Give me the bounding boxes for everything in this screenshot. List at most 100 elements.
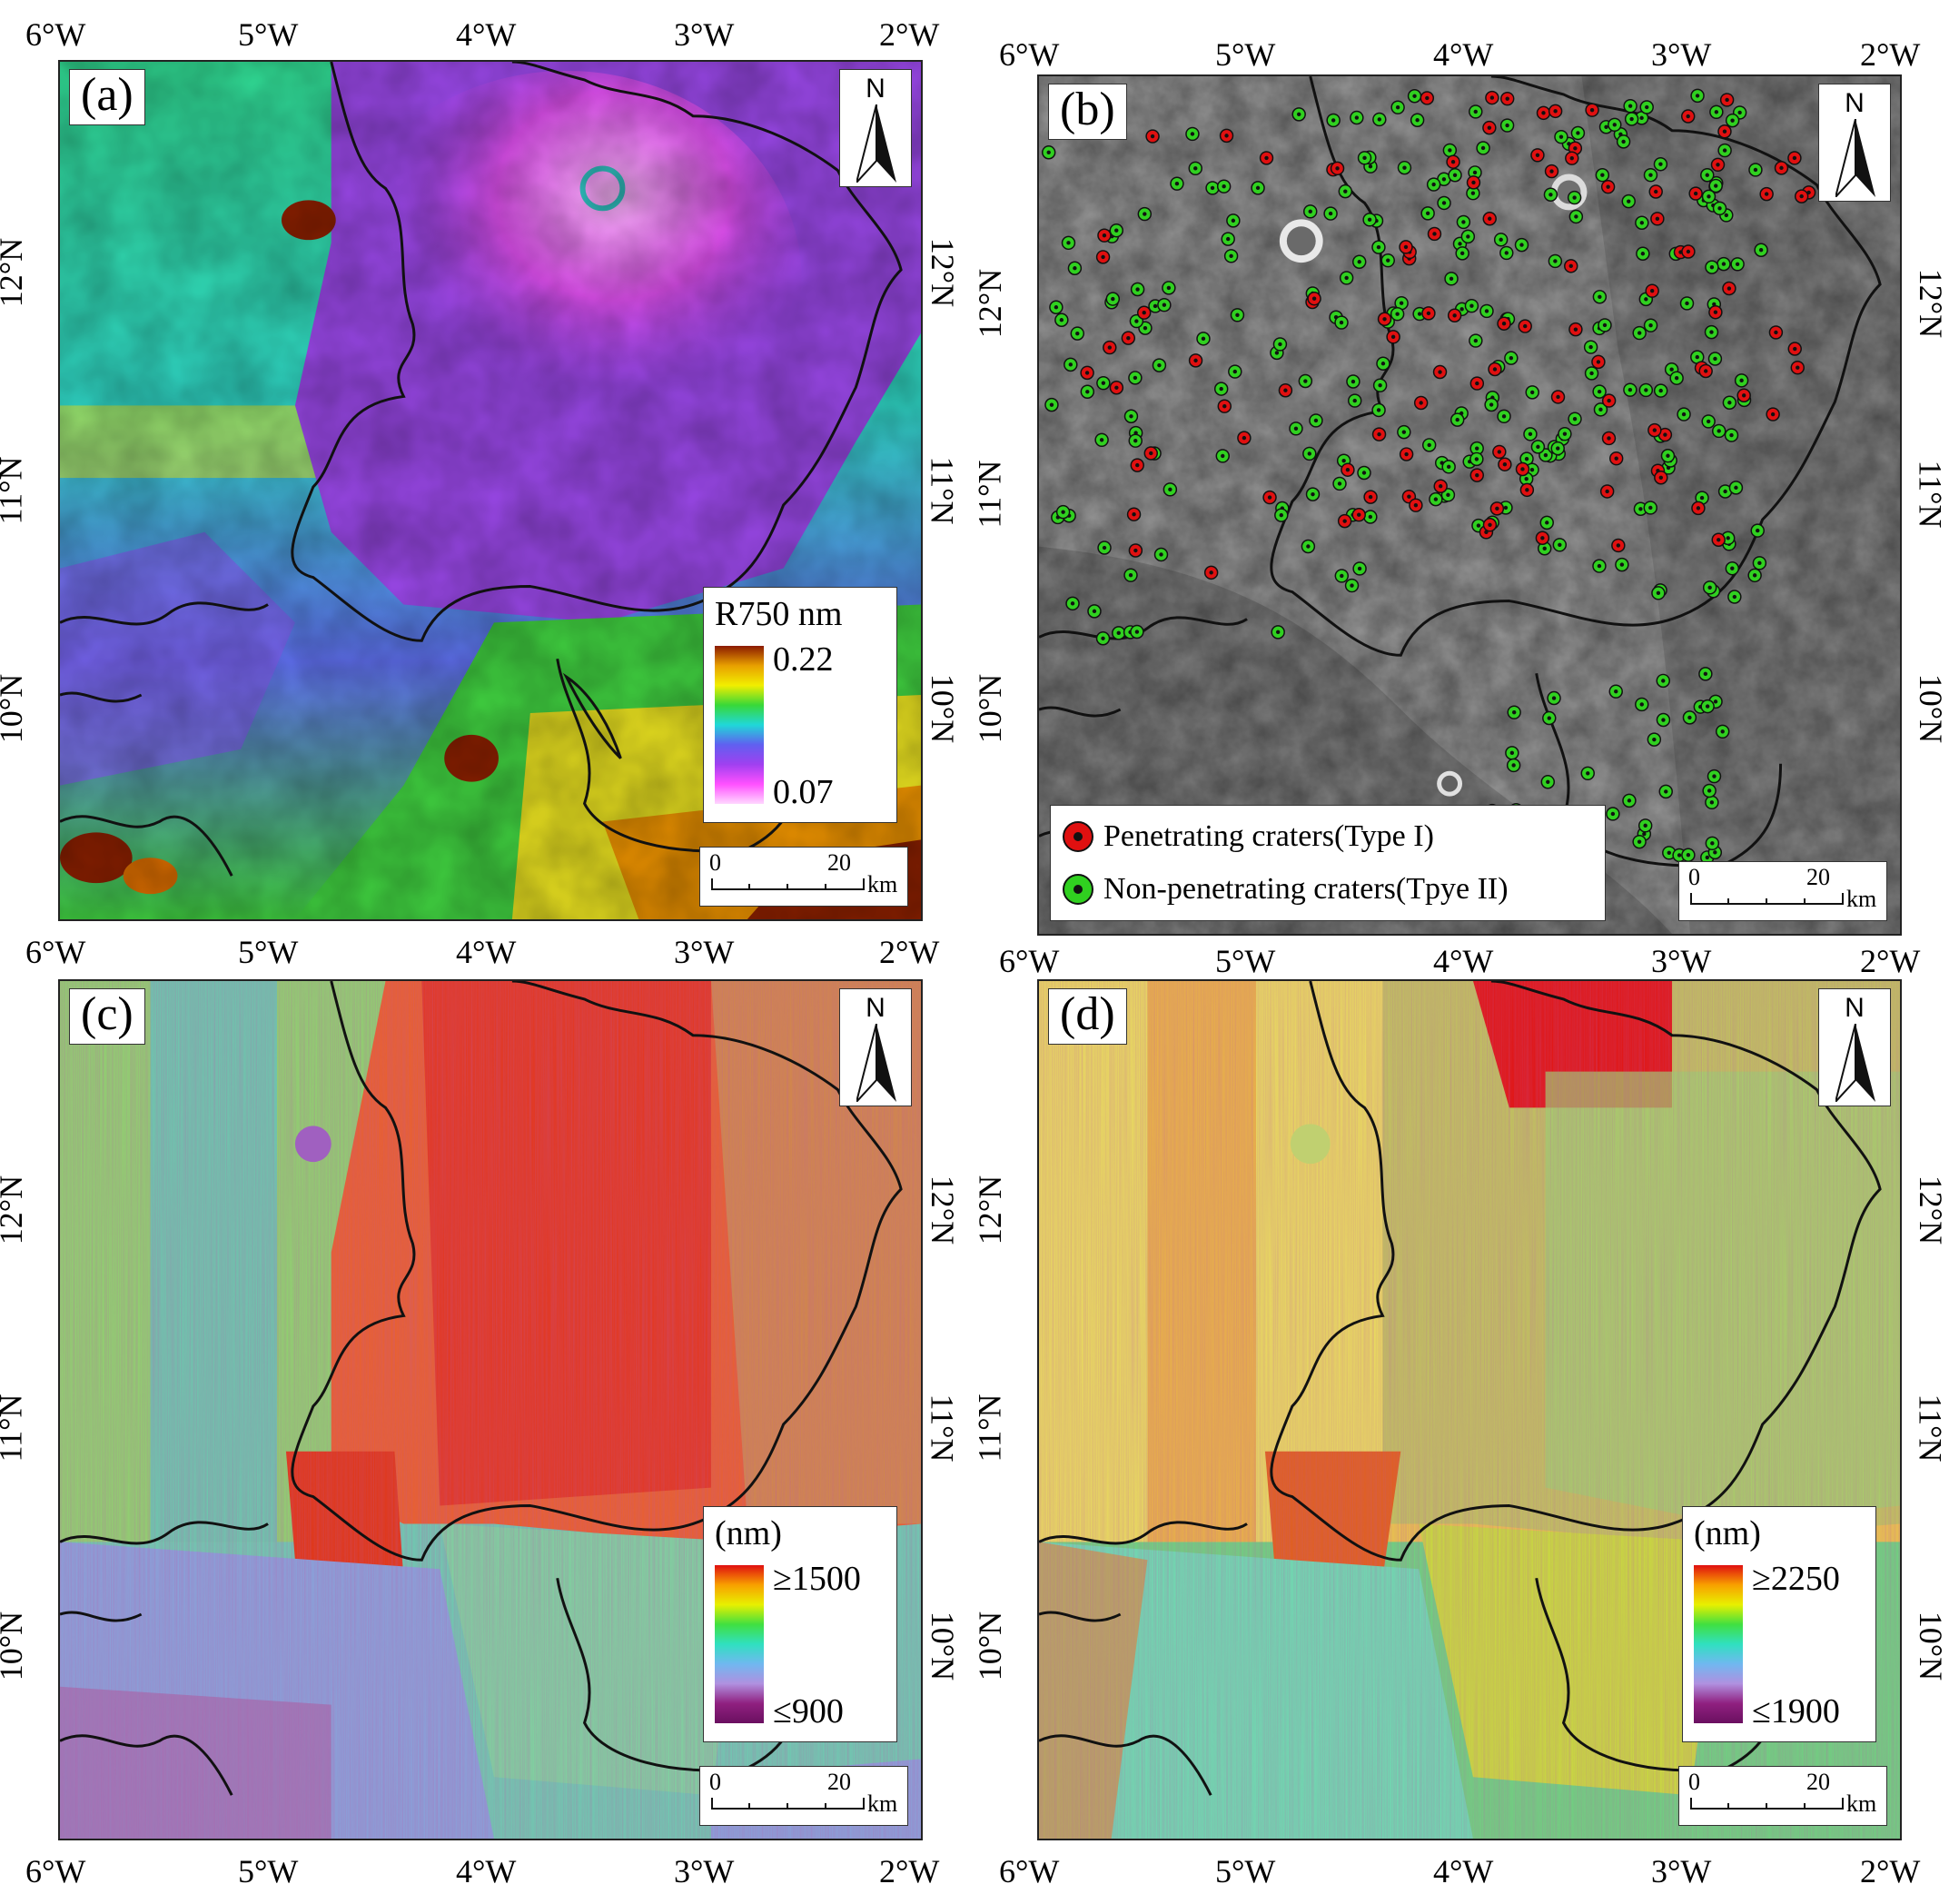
- crater-marker-center: [1487, 125, 1492, 130]
- crater-marker-center: [1685, 301, 1689, 306]
- lon-tick-bottom: 4°W: [1433, 943, 1494, 979]
- crater-marker-center: [1706, 419, 1711, 424]
- crater-marker-center: [1382, 317, 1387, 322]
- crater-marker-center: [1721, 262, 1726, 266]
- crater-marker-center: [1713, 356, 1717, 362]
- crater-marker-center: [1143, 212, 1147, 216]
- crater-marker-center: [1350, 583, 1354, 588]
- green-crater-icon: [1063, 874, 1093, 905]
- lat-tick-right: 10°N: [925, 673, 962, 744]
- crater-marker-center: [1536, 444, 1540, 450]
- crater-marker-center: [1417, 312, 1422, 316]
- reflectance-map: (a) N R750 nm 0.22 0.07 0 20 km: [58, 60, 923, 921]
- lat-tick-right: 11°N: [924, 1393, 961, 1463]
- crater-marker-center: [1101, 254, 1105, 260]
- crater-marker-center: [1143, 325, 1148, 331]
- crater-marker-center: [1714, 183, 1718, 188]
- legend-min: ≤900: [773, 1692, 844, 1730]
- lon-tick-top: 5°W: [238, 16, 299, 53]
- crater-marker-center: [1297, 112, 1301, 117]
- lon-tick-top: 2°W: [879, 16, 940, 53]
- lon-tick-top: 3°W: [674, 16, 735, 53]
- crater-marker-center: [1598, 407, 1603, 412]
- crater-marker-center: [1628, 387, 1633, 392]
- crater-marker-center: [1368, 164, 1373, 169]
- crater-marker-center: [1132, 512, 1136, 517]
- crater-marker-center: [1343, 189, 1348, 193]
- crater-marker-center: [1556, 446, 1560, 451]
- crater-marker-center: [1293, 426, 1299, 431]
- crater-marker-center: [1102, 545, 1107, 550]
- lon-tick-bottom: 5°W: [1215, 943, 1276, 979]
- crater-marker-center: [1461, 220, 1466, 224]
- crater-marker-center: [1547, 716, 1551, 720]
- crater-marker-center: [1466, 234, 1470, 239]
- crater-marker-center: [1133, 375, 1138, 381]
- crater-marker-center: [1376, 408, 1381, 412]
- crater-marker-center: [1390, 334, 1396, 340]
- legend-item-type-ii: Non-penetrating craters(Tpye II): [1060, 864, 1509, 915]
- crater-marker-center: [1046, 150, 1051, 154]
- lon-tick-top: 4°W: [1433, 36, 1494, 73]
- scale-unit: km: [1846, 1790, 1877, 1817]
- crater-marker-center: [1432, 232, 1437, 236]
- crater-marker-center: [1753, 167, 1758, 173]
- lon-tick-bottom: 3°W: [674, 1853, 735, 1889]
- crater-marker-center: [1724, 213, 1728, 218]
- lat-tick-right: 12°N: [925, 1175, 962, 1245]
- crater-marker-center: [1367, 217, 1372, 223]
- legend-item-type-i: Penetrating craters(Type I): [1060, 811, 1434, 862]
- crater-marker-center: [1686, 853, 1691, 858]
- lat-tick-right: 11°N: [1912, 1393, 1949, 1463]
- crater-marker-center: [1475, 446, 1479, 451]
- crater-marker-center: [1661, 718, 1666, 722]
- crater-marker-center: [1395, 104, 1400, 110]
- crater-marker-center: [1574, 214, 1578, 219]
- crater-marker-center: [1489, 95, 1495, 100]
- crater-marker-center: [1446, 492, 1450, 498]
- crater-marker-center: [1335, 166, 1340, 171]
- crater-marker-center: [1344, 275, 1349, 281]
- crater-marker-center: [1210, 185, 1215, 191]
- crater-marker-center: [1558, 134, 1564, 139]
- crater-marker-center: [1439, 484, 1443, 489]
- crater-marker-center: [1488, 522, 1492, 527]
- crater-marker-center: [1710, 841, 1715, 846]
- crater-marker-center: [1541, 111, 1546, 115]
- crater-marker-center: [1667, 850, 1671, 855]
- crater-marker-center: [1399, 301, 1404, 305]
- crater-marker-center: [1598, 294, 1602, 299]
- legend-title: (nm): [1694, 1514, 1761, 1552]
- crater-marker-center: [1107, 345, 1112, 350]
- crater-marker-center: [1612, 123, 1617, 127]
- crater-marker-center: [1099, 438, 1104, 442]
- crater-marker-center: [1134, 630, 1140, 634]
- panel-b: 6°W 5°W 4°W 3°W 2°W 6°W 5°W 4°W 3°W 2°W …: [972, 0, 1959, 977]
- scale-end: 20: [827, 1769, 851, 1795]
- crater-marker-center: [1542, 546, 1547, 550]
- crater-marker-center: [1607, 436, 1611, 441]
- crater-marker-center: [1732, 594, 1737, 600]
- legend-gradient: [715, 1565, 764, 1723]
- north-arrow: N: [839, 69, 912, 187]
- crater-marker-center: [1664, 789, 1668, 794]
- north-arrow: N: [1818, 84, 1891, 202]
- legend-min: 0.07: [773, 773, 834, 811]
- crater-marker-center: [1412, 94, 1417, 98]
- lat-tick-right: 12°N: [1913, 268, 1950, 339]
- crater-marker-center: [1449, 276, 1454, 282]
- crater-marker-center: [1569, 155, 1574, 161]
- crater-marker-center: [1433, 497, 1439, 501]
- crater-marker-center: [1342, 519, 1347, 523]
- crater-marker-center: [1588, 344, 1593, 350]
- crater-marker-center: [1792, 155, 1797, 161]
- crater-marker-center: [1586, 771, 1590, 776]
- crater-marker-center: [1448, 148, 1452, 153]
- crater-marker-center: [1193, 166, 1198, 171]
- crater-marker-center: [1484, 309, 1489, 313]
- legend-label: Penetrating craters(Type I): [1103, 819, 1434, 853]
- scale-bar: 0 20 km: [699, 1766, 908, 1826]
- crater-marker-center: [1524, 476, 1529, 481]
- crater-marker-center: [1229, 253, 1233, 259]
- crater-marker-center: [1705, 704, 1710, 709]
